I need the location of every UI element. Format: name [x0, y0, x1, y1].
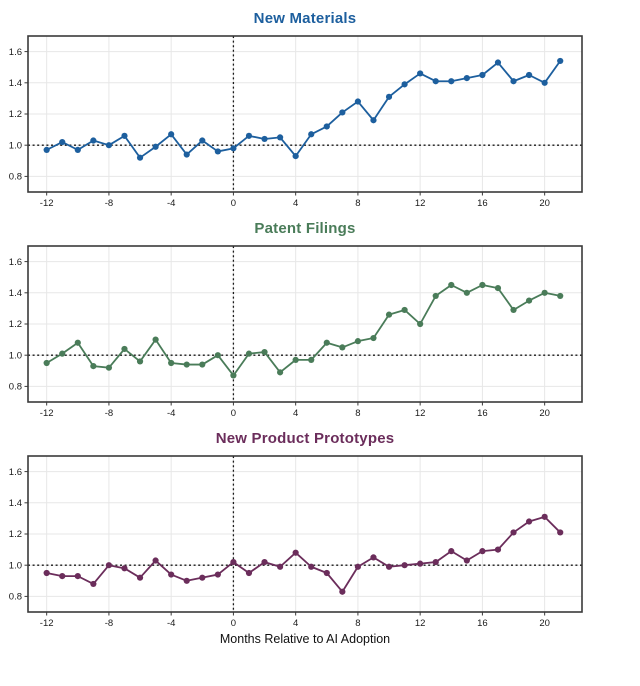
svg-text:16: 16	[477, 618, 488, 629]
svg-text:8: 8	[355, 198, 360, 209]
svg-text:4: 4	[293, 408, 298, 419]
svg-text:12: 12	[415, 618, 426, 629]
chart-title-new-materials: New Materials	[253, 10, 357, 27]
svg-text:12: 12	[415, 198, 426, 209]
svg-text:0.8: 0.8	[9, 592, 22, 603]
svg-text:0: 0	[231, 408, 236, 419]
svg-text:1.6: 1.6	[9, 47, 22, 58]
line-chart-patent-filings: -12 -8 -4 0 4 8 12 16 20 0.8 1.0 1.2 1.4 1.6	[9, 245, 583, 419]
svg-text:20: 20	[539, 408, 550, 419]
svg-text:1.6: 1.6	[9, 467, 22, 478]
svg-text:1.4: 1.4	[9, 498, 22, 509]
svg-text:-12: -12	[40, 198, 54, 209]
svg-text:20: 20	[539, 198, 550, 209]
svg-text:16: 16	[477, 198, 488, 209]
svg-text:1.6: 1.6	[9, 257, 22, 268]
svg-text:-8: -8	[105, 198, 113, 209]
svg-text:1.2: 1.2	[9, 319, 22, 330]
svg-text:1.4: 1.4	[9, 288, 22, 299]
svg-text:-8: -8	[105, 408, 113, 419]
svg-text:1.0: 1.0	[9, 140, 22, 151]
x-axis-label: Months Relative to AI Adoption	[219, 632, 391, 646]
svg-text:1.0: 1.0	[9, 350, 22, 361]
line-chart-new-materials: -12 -8 -4 0 4 8 12 16 20 0.8 1.0 1.2 1.4 1.6	[9, 35, 583, 209]
svg-text:1.4: 1.4	[9, 78, 22, 89]
svg-text:-12: -12	[40, 408, 54, 419]
svg-text:20: 20	[539, 618, 550, 629]
svg-text:8: 8	[355, 408, 360, 419]
chart-panel-patent-filings: Patent Filings -12 -8 -4 0 4 8 12 16 20 0.8 1.0 1.2…	[0, 220, 640, 426]
svg-text:0: 0	[231, 198, 236, 209]
svg-text:-8: -8	[105, 618, 113, 629]
svg-text:1.2: 1.2	[9, 529, 22, 540]
svg-text:0.8: 0.8	[9, 382, 22, 393]
svg-text:1.0: 1.0	[9, 560, 22, 571]
svg-text:0: 0	[231, 618, 236, 629]
svg-text:12: 12	[415, 408, 426, 419]
svg-text:1.2: 1.2	[9, 109, 22, 120]
svg-text:8: 8	[355, 618, 360, 629]
svg-text:0.8: 0.8	[9, 172, 22, 183]
chart-panel-new-product-prototypes: New Product Prototypes -12 -8 -4 0 4 8 12 16 20 0…	[0, 430, 640, 646]
svg-text:4: 4	[293, 198, 298, 209]
svg-text:-12: -12	[40, 618, 54, 629]
line-chart-new-product-prototypes: -12 -8 -4 0 4 8 12 16 20 0.8 1.0 1.2 1.4 1.6	[9, 455, 583, 629]
svg-text:16: 16	[477, 408, 488, 419]
chart-title-new-product-prototypes: New Product Prototypes	[215, 430, 395, 447]
chart-panel-new-materials: New Materials -12 -8 -4 0 4 8 12 16 20 0.8 1.0 1.2 1…	[0, 10, 640, 216]
svg-text:-4: -4	[167, 618, 175, 629]
svg-text:4: 4	[293, 618, 298, 629]
chart-title-patent-filings: Patent Filings	[254, 220, 356, 237]
svg-text:-4: -4	[167, 198, 175, 209]
svg-text:-4: -4	[167, 408, 175, 419]
